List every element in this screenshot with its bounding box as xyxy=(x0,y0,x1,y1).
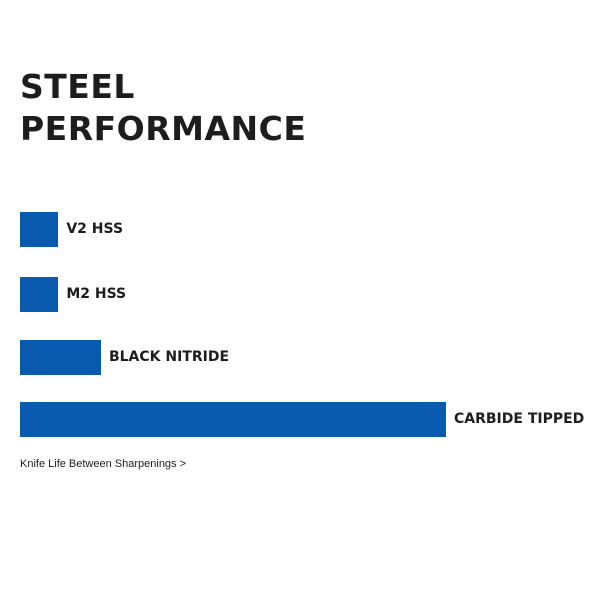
bar xyxy=(20,212,59,247)
bar xyxy=(20,277,59,312)
chart-title: STEEL PERFORMANCE xyxy=(20,67,307,148)
x-axis-label: Knife Life Between Sharpenings > xyxy=(20,458,187,470)
bar-label: V2 HSS xyxy=(66,221,124,237)
bar-label: CARBIDE TIPPED xyxy=(454,411,585,427)
bar-label: BLACK NITRIDE xyxy=(108,349,230,365)
bar-label: M2 HSS xyxy=(66,286,127,302)
bar xyxy=(20,402,446,437)
bar xyxy=(20,340,101,375)
